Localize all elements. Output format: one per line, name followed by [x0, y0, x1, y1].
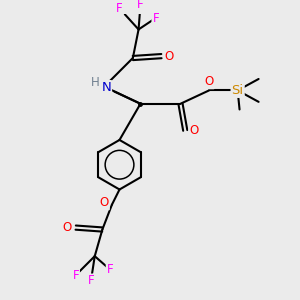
Text: F: F	[137, 0, 144, 11]
Text: O: O	[62, 221, 72, 234]
Text: O: O	[204, 75, 214, 88]
Text: F: F	[152, 11, 159, 25]
Text: Si: Si	[232, 84, 244, 97]
Text: O: O	[100, 196, 109, 209]
Text: N: N	[101, 81, 111, 94]
Text: F: F	[116, 2, 123, 15]
Text: F: F	[72, 269, 79, 282]
Text: F: F	[107, 263, 113, 276]
Text: F: F	[88, 274, 94, 287]
Text: H: H	[91, 76, 100, 89]
Text: O: O	[189, 124, 198, 137]
Text: O: O	[164, 50, 174, 63]
